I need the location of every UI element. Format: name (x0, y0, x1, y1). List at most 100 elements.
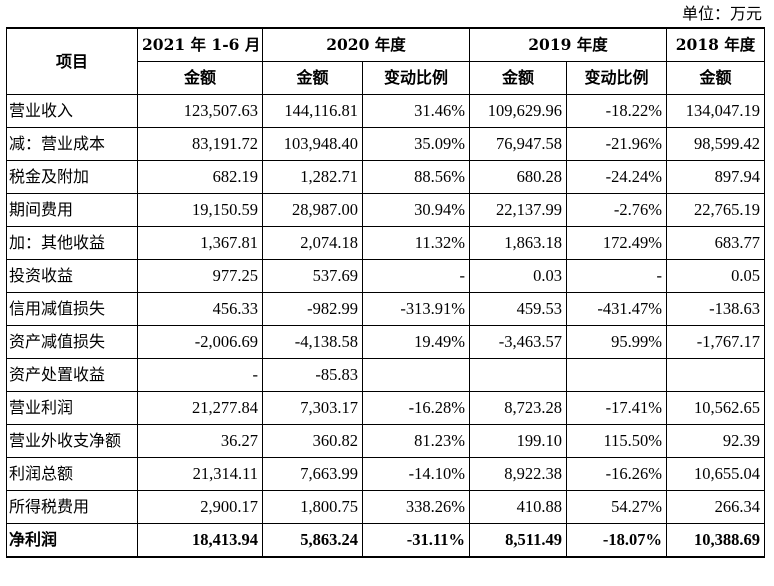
table-cell: - (361, 259, 471, 293)
header-amount: 金额 (137, 61, 263, 95)
table-row: 营业利润 21,277.84 7,303.17 -16.28% 8,723.28 -17.… (6, 391, 766, 425)
row-label: 加：其他收益 (6, 226, 138, 260)
row-label: 营业外收支净额 (6, 424, 138, 458)
table-cell (666, 358, 766, 392)
table-cell (566, 358, 668, 392)
header-row-periods: 项目 2021 年 1-6 月 2020 年度 2019 年度 2018 年度 (6, 27, 766, 95)
table-row: 净利润 18,413.94 5,863.24 -31.11% 8,511.49 -18.0… (6, 523, 766, 558)
table-cell: 8,511.49 (469, 523, 568, 558)
table-cell: 172.49% (566, 226, 668, 260)
table-cell: 134,047.19 (666, 94, 766, 128)
table-cell: 682.19 (137, 160, 263, 194)
table-cell: -2.76% (566, 193, 668, 227)
table-cell: -18.07% (566, 523, 668, 558)
table-cell (469, 358, 568, 392)
table-cell: -16.28% (361, 391, 471, 425)
table-cell: 338.26% (361, 490, 471, 524)
table-cell: 30.94% (361, 193, 471, 227)
row-label: 资产处置收益 (6, 358, 138, 392)
table-cell: -24.24% (566, 160, 668, 194)
row-label: 投资收益 (6, 259, 138, 293)
table-cell: 21,277.84 (137, 391, 263, 425)
table-cell: -313.91% (361, 292, 471, 326)
table-cell: 8,723.28 (469, 391, 568, 425)
table-cell: 54.27% (566, 490, 668, 524)
table-row: 税金及附加 682.19 1,282.71 88.56% 680.28 -24.24% 89… (6, 160, 766, 194)
table-cell: - (137, 358, 263, 392)
table-cell: 19,150.59 (137, 193, 263, 227)
table-cell: 537.69 (262, 259, 363, 293)
table-cell: 0.03 (469, 259, 568, 293)
table-cell: 81.23% (361, 424, 471, 458)
table-row: 资产处置收益 - -85.83 (6, 358, 766, 392)
table-cell: 88.56% (361, 160, 471, 194)
table-cell: 18,413.94 (137, 523, 263, 558)
header-item: 项目 (6, 27, 138, 95)
table-cell: -21.96% (566, 127, 668, 161)
table-cell: -138.63 (666, 292, 766, 326)
table-row: 投资收益 977.25 537.69-0.03-0.05 (6, 259, 766, 293)
table-row: 减：营业成本 83,191.72 103,948.40 35.09% 76,947.58… (6, 127, 766, 161)
table-cell (361, 358, 471, 392)
table-cell: 10,388.69 (666, 523, 766, 558)
row-label: 净利润 (6, 523, 138, 558)
table-cell: 103,948.40 (262, 127, 363, 161)
table-cell: 95.99% (566, 325, 668, 359)
row-label: 所得税费用 (6, 490, 138, 524)
table-cell: 83,191.72 (137, 127, 263, 161)
table-cell: 31.46% (361, 94, 471, 128)
table-cell: 2,900.17 (137, 490, 263, 524)
row-label: 减：营业成本 (6, 127, 138, 161)
table-cell: 144,116.81 (262, 94, 363, 128)
table-cell: -3,463.57 (469, 325, 568, 359)
table-cell: -14.10% (361, 457, 471, 491)
table-row: 期间费用 19,150.59 28,987.00 30.94% 22,137.99 -2.… (6, 193, 766, 227)
table-cell: 456.33 (137, 292, 263, 326)
unit-note: 单位：万元 (681, 4, 762, 23)
table-cell: 28,987.00 (262, 193, 363, 227)
table-cell: 5,863.24 (262, 523, 363, 558)
header-change: 变动比例 (361, 61, 471, 95)
table-row: 加：其他收益 1,367.81 2,074.18 11.32% 1,863.18 172.… (6, 226, 766, 260)
header-amount: 金额 (262, 61, 363, 95)
table-row: 利润总额 21,314.11 7,663.99 -14.10% 8,922.38 -16.… (6, 457, 766, 491)
income-statement-table: 项目 2021 年 1-6 月 2020 年度 2019 年度 2018 年度 … (6, 27, 766, 558)
table-cell: 680.28 (469, 160, 568, 194)
table-cell: -31.11% (361, 523, 471, 558)
row-label: 资产减值损失 (6, 325, 138, 359)
table-row: 营业收入 123,507.63 144,116.81 31.46% 109,629.96… (6, 94, 766, 128)
table-cell: 199.10 (469, 424, 568, 458)
table-cell: 11.32% (361, 226, 471, 260)
header-period-2021h1: 2021 年 1-6 月 (137, 27, 263, 62)
table-cell: 10,655.04 (666, 457, 766, 491)
table-row: 信用减值损失 456.33 -982.99 -313.91% 459.53 -431.47… (6, 292, 766, 326)
table-cell: 1,863.18 (469, 226, 568, 260)
table-cell: 115.50% (566, 424, 668, 458)
header-period-2019: 2019 年度 (469, 27, 668, 62)
table-cell: 1,800.75 (262, 490, 363, 524)
table-cell: 10,562.65 (666, 391, 766, 425)
row-label: 营业收入 (6, 94, 138, 128)
table-cell: 360.82 (262, 424, 363, 458)
table-row: 所得税费用 2,900.17 1,800.75 338.26% 410.88 54.27%… (6, 490, 766, 524)
table-cell: 1,282.71 (262, 160, 363, 194)
table-row: 营业外收支净额 36.27 360.82 81.23% 199.10 115.50% 92.… (6, 424, 766, 458)
table-cell: 19.49% (361, 325, 471, 359)
row-label: 信用减值损失 (6, 292, 138, 326)
table-cell: 22,137.99 (469, 193, 568, 227)
table-cell: 683.77 (666, 226, 766, 260)
table-cell: -2,006.69 (137, 325, 263, 359)
row-label: 期间费用 (6, 193, 138, 227)
table-cell: 92.39 (666, 424, 766, 458)
header-period-2020: 2020 年度 (261, 27, 471, 62)
table-cell: 8,922.38 (469, 457, 568, 491)
row-label: 税金及附加 (6, 160, 138, 194)
table-cell: -85.83 (262, 358, 363, 392)
table-cell: -4,138.58 (262, 325, 363, 359)
table-cell: 123,507.63 (137, 94, 263, 128)
table-row: 资产减值损失 -2,006.69 -4,138.58 19.49% -3,463.57 9… (6, 325, 766, 359)
table-body: 营业收入 123,507.63 144,116.81 31.46% 109,629.96… (6, 94, 766, 558)
table-cell: -982.99 (262, 292, 363, 326)
table-cell: 21,314.11 (137, 457, 263, 491)
table-cell: 76,947.58 (469, 127, 568, 161)
